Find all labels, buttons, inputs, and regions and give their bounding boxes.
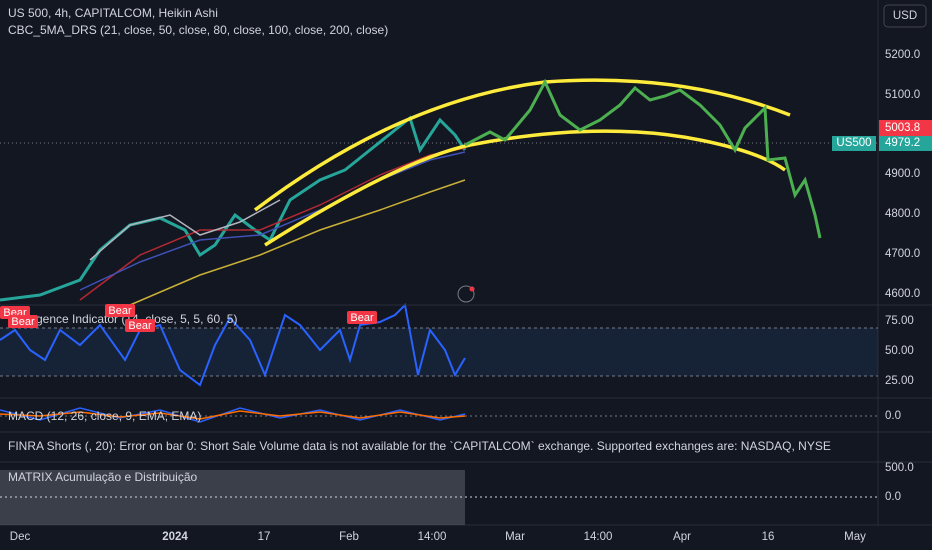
pane-axis-label: 50.00 bbox=[885, 345, 914, 357]
bear-tag bbox=[105, 304, 135, 317]
moving-average bbox=[89, 199, 281, 261]
price-label: 5200.0 bbox=[885, 49, 920, 61]
badge bbox=[832, 136, 876, 151]
time-label: 17 bbox=[258, 531, 271, 543]
pane-axis-label: 0.0 bbox=[885, 491, 901, 503]
signal-line bbox=[0, 410, 466, 420]
time-label: Apr bbox=[673, 531, 691, 543]
price-label: 4900.0 bbox=[885, 168, 920, 180]
time-label: May bbox=[844, 531, 866, 543]
bear-label: Bear bbox=[108, 305, 132, 317]
time-label: Dec bbox=[10, 531, 31, 543]
chart-title: US 500, 4h, CAPITALCOM, Heikin Ashi bbox=[8, 6, 218, 20]
pane-label: Divergence Indicator (14, close, 5, 5, 6… bbox=[8, 312, 237, 326]
bear-tag bbox=[347, 311, 377, 324]
moving-average bbox=[129, 179, 466, 306]
rsi-line bbox=[0, 302, 466, 387]
time-label: 2024 bbox=[162, 531, 188, 543]
price-label: 4600.0 bbox=[885, 288, 920, 300]
time-label: Feb bbox=[339, 531, 359, 543]
pane-axis-label: 75.00 bbox=[885, 315, 914, 327]
bear-label: Bear bbox=[128, 320, 152, 332]
price-label: 5100.0 bbox=[885, 89, 920, 101]
badge bbox=[879, 136, 932, 151]
pane-label: MACD (12, 26, close, 9, EMA, EMA) bbox=[8, 409, 201, 423]
currency-button[interactable] bbox=[883, 4, 927, 28]
time-label: Mar bbox=[505, 531, 525, 543]
symbol-badge: US500 bbox=[836, 137, 871, 149]
last-price: 5003.8 bbox=[885, 122, 920, 134]
rsi-band bbox=[0, 328, 878, 376]
indicator-label: CBC_5MA_DRS (21, close, 50, close, 80, c… bbox=[8, 23, 388, 37]
time-label: 16 bbox=[762, 531, 775, 543]
bear-label: Bear bbox=[350, 312, 374, 324]
error-message: FINRA Shorts (, 20): Error on bar 0: Sho… bbox=[8, 439, 831, 453]
time-label: 14:00 bbox=[584, 531, 613, 543]
time-label: 14:00 bbox=[418, 531, 447, 543]
projection-path bbox=[464, 78, 822, 239]
pane-axis-label: 0.0 bbox=[885, 410, 901, 422]
alert-icon[interactable] bbox=[457, 285, 475, 303]
moving-average bbox=[79, 147, 466, 301]
moving-average bbox=[79, 151, 466, 291]
matrix-area bbox=[0, 470, 465, 525]
price-label: 4800.0 bbox=[885, 208, 920, 220]
price-label: 4700.0 bbox=[885, 248, 920, 260]
bear-tag bbox=[8, 315, 38, 328]
pane-axis-label: 25.00 bbox=[885, 375, 914, 387]
pane-axis-label: 500.0 bbox=[885, 462, 914, 474]
pane-label: MATRIX Acumulação e Distribuição bbox=[8, 470, 198, 484]
upper-curve bbox=[253, 78, 791, 212]
macd-line bbox=[0, 407, 466, 423]
bear-tag bbox=[125, 319, 155, 332]
current-price: 4979.2 bbox=[885, 137, 920, 149]
bear-label: Bear bbox=[11, 316, 35, 328]
badge bbox=[879, 120, 932, 136]
alert-dot bbox=[469, 286, 475, 292]
currency: USD bbox=[893, 10, 917, 22]
